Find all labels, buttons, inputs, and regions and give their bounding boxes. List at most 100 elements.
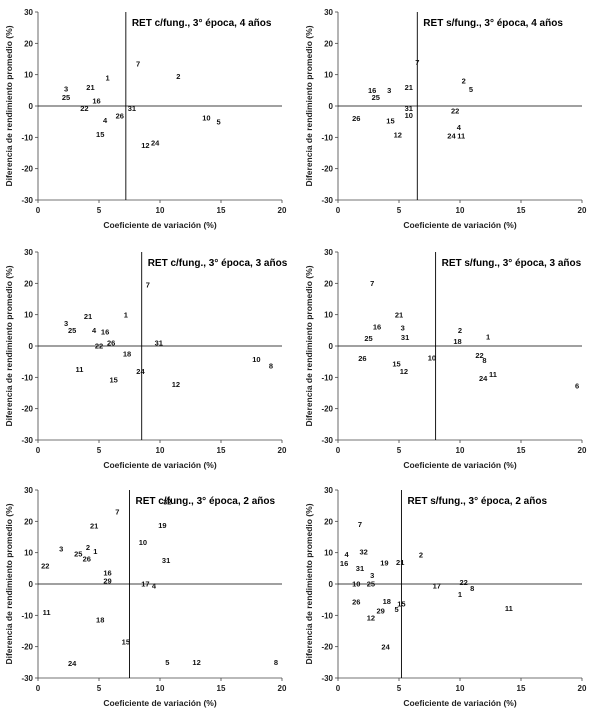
data-point-label: 26 bbox=[352, 114, 360, 123]
data-point-label: 7 bbox=[115, 508, 119, 517]
data-point-label: 7 bbox=[146, 281, 150, 290]
data-point-label: 1 bbox=[105, 74, 109, 83]
data-point-label: 22 bbox=[475, 351, 483, 360]
data-point-label: 6 bbox=[575, 381, 579, 390]
x-tick-label: 15 bbox=[517, 684, 526, 693]
data-point-label: 11 bbox=[489, 370, 497, 379]
x-tick-label: 5 bbox=[97, 206, 102, 215]
x-tick-label: 5 bbox=[97, 684, 102, 693]
data-point-label: 12 bbox=[394, 131, 402, 140]
data-point-label: 24 bbox=[68, 659, 77, 668]
y-tick-label: 30 bbox=[324, 248, 333, 257]
y-tick-label: 20 bbox=[24, 279, 33, 288]
panel-title: RET c/fung., 3° época, 4 años bbox=[132, 18, 272, 29]
x-tick-label: 5 bbox=[397, 446, 402, 455]
data-point-label: 15 bbox=[392, 360, 400, 369]
data-point-label: 22 bbox=[41, 562, 49, 571]
y-axis-label: Diferencia de rendimiento promedio (%) bbox=[304, 265, 314, 426]
data-point-label: 12 bbox=[192, 658, 200, 667]
y-tick-label: 10 bbox=[324, 549, 333, 558]
data-point-label: 19 bbox=[380, 559, 388, 568]
x-tick-label: 10 bbox=[456, 446, 465, 455]
data-point-label: 2 bbox=[86, 543, 90, 552]
data-point-label: 15 bbox=[386, 117, 394, 126]
data-point-label: 24 bbox=[381, 642, 390, 651]
x-axis-label: Coeficiente de variación (%) bbox=[403, 698, 517, 708]
y-tick-label: -20 bbox=[21, 165, 33, 174]
data-point-label: 16 bbox=[103, 569, 111, 578]
panel-title: RET c/fung., 3° época, 2 años bbox=[136, 496, 276, 507]
data-point-label: 31 bbox=[155, 339, 163, 348]
data-point-label: 4 bbox=[152, 581, 157, 590]
x-tick-label: 20 bbox=[278, 684, 287, 693]
data-point-label: 15 bbox=[109, 376, 117, 385]
x-tick-label: 15 bbox=[217, 206, 226, 215]
data-point-label: 1 bbox=[93, 547, 97, 556]
x-tick-label: 15 bbox=[217, 446, 226, 455]
x-tick-label: 0 bbox=[336, 206, 341, 215]
data-point-label: 26 bbox=[107, 339, 115, 348]
data-point-label: 16 bbox=[101, 328, 109, 337]
data-point-label: 10 bbox=[202, 114, 210, 123]
y-tick-label: -20 bbox=[321, 643, 333, 652]
data-point-label: 10 bbox=[252, 355, 260, 364]
data-point-label: 5 bbox=[394, 605, 398, 614]
y-axis-label: Diferencia de rendimiento promedio (%) bbox=[4, 265, 14, 426]
x-tick-label: 20 bbox=[278, 206, 287, 215]
data-point-label: 3 bbox=[64, 319, 68, 328]
x-tick-label: 0 bbox=[336, 446, 341, 455]
y-tick-label: 30 bbox=[324, 8, 333, 17]
data-point-label: 25 bbox=[74, 550, 82, 559]
y-tick-label: 20 bbox=[24, 517, 33, 526]
data-point-label: 22 bbox=[95, 342, 103, 351]
y-tick-label: 10 bbox=[324, 311, 333, 320]
data-point-label: 5 bbox=[216, 117, 220, 126]
x-tick-label: 10 bbox=[456, 206, 465, 215]
data-point-label: 1 bbox=[458, 590, 462, 599]
y-tick-label: 20 bbox=[324, 39, 333, 48]
data-point-label: 4 bbox=[457, 123, 462, 132]
y-tick-label: -20 bbox=[21, 405, 33, 414]
data-point-label: 12 bbox=[141, 141, 149, 150]
panel-title: RET s/fung., 3° época, 2 años bbox=[407, 496, 547, 507]
data-point-label: 18 bbox=[96, 616, 104, 625]
y-tick-label: -10 bbox=[21, 373, 33, 382]
y-tick-label: 0 bbox=[29, 342, 34, 351]
data-point-label: 16 bbox=[340, 559, 348, 568]
data-point-label: 31 bbox=[401, 333, 409, 342]
scatter-panel-4: -30 -20 -10 0 10 20 30 0 5 10 15 20 RET s/fung., 3° … bbox=[304, 248, 587, 470]
y-tick-label: 0 bbox=[329, 102, 334, 111]
data-point-label: 10 bbox=[405, 111, 413, 120]
y-tick-label: 30 bbox=[24, 486, 33, 495]
y-axis-label: Diferencia de rendimiento promedio (%) bbox=[4, 25, 14, 186]
data-point-label: 26 bbox=[83, 555, 91, 564]
data-point-label: 12 bbox=[172, 380, 180, 389]
y-tick-label: -30 bbox=[21, 674, 33, 683]
data-point-label: 5 bbox=[165, 658, 169, 667]
data-point-label: 8 bbox=[470, 584, 474, 593]
data-point-label: 4 bbox=[92, 326, 97, 335]
x-axis-label: Coeficiente de variación (%) bbox=[403, 220, 517, 230]
y-tick-label: -10 bbox=[321, 133, 333, 142]
x-tick-label: 10 bbox=[156, 684, 165, 693]
data-point-label: 18 bbox=[453, 337, 461, 346]
data-point-label: 15 bbox=[397, 599, 405, 608]
data-point-label: 3 bbox=[370, 571, 374, 580]
data-point-label: 16 bbox=[92, 96, 100, 105]
data-point-label: 24 bbox=[151, 139, 160, 148]
data-point-label: 7 bbox=[415, 58, 419, 67]
x-tick-label: 20 bbox=[578, 206, 587, 215]
data-point-label: 12 bbox=[400, 367, 408, 376]
x-tick-label: 20 bbox=[578, 446, 587, 455]
y-axis-label: Diferencia de rendimiento promedio (%) bbox=[4, 503, 14, 664]
y-tick-label: 30 bbox=[324, 486, 333, 495]
data-point-label: 21 bbox=[90, 522, 98, 531]
panel-title: RET c/fung., 3° época, 3 años bbox=[148, 258, 288, 269]
data-point-label: 12 bbox=[367, 614, 375, 623]
data-point-label: 11 bbox=[505, 604, 513, 613]
y-tick-label: 10 bbox=[24, 71, 33, 80]
data-point-label: 22 bbox=[451, 106, 459, 115]
y-tick-label: -30 bbox=[321, 436, 333, 445]
data-point-label: 3 bbox=[64, 84, 68, 93]
